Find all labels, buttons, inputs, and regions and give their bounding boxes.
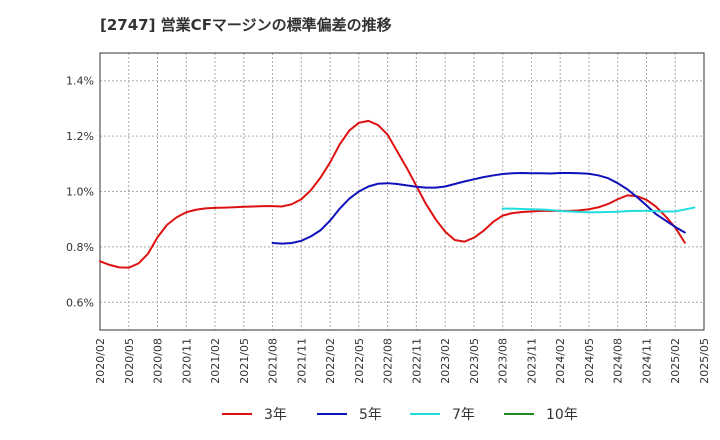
x-tick-label: 2024/11 xyxy=(640,338,653,384)
x-tick-label: 2020/11 xyxy=(180,338,193,384)
x-tick-label: 2020/02 xyxy=(94,338,107,384)
x-tick-label: 2022/05 xyxy=(353,338,366,384)
x-tick-label: 2022/08 xyxy=(382,338,395,384)
x-tick-label: 2024/05 xyxy=(583,338,596,384)
series-line-5年 xyxy=(271,171,686,245)
x-tick-label: 2023/05 xyxy=(468,338,481,384)
plot-frame xyxy=(99,52,705,331)
y-tick-label: 1.4% xyxy=(66,75,94,88)
grid-layer xyxy=(99,53,705,330)
x-tick-label: 2020/05 xyxy=(123,338,136,384)
series-line-7年 xyxy=(501,206,696,214)
x-tick-label: 2025/05 xyxy=(698,338,711,384)
legend-label-3年: 3年 xyxy=(264,407,287,423)
x-tick-label: 2023/11 xyxy=(525,338,538,384)
legend-label-7年: 7年 xyxy=(452,407,475,423)
x-tick-label: 2021/05 xyxy=(238,338,251,384)
x-tick-label: 2023/02 xyxy=(439,338,452,384)
legend: 3年 5年 7年 10年 xyxy=(222,407,578,423)
y-tick-label: 0.8% xyxy=(66,241,94,254)
x-tick-label: 2024/02 xyxy=(554,338,567,384)
y-tick-label: 1.0% xyxy=(66,186,94,199)
chart-title: [2747] 営業CFマージンの標準偏差の推移 xyxy=(100,16,392,34)
x-tick-label: 2022/02 xyxy=(324,338,337,384)
y-axis-ticks: 0.6% 0.8% 1.0% 1.2% 1.4% xyxy=(66,75,94,310)
series-line-3年 xyxy=(99,119,686,269)
legend-label-5年: 5年 xyxy=(359,407,382,423)
x-tick-label: 2024/08 xyxy=(612,338,625,384)
x-tick-label: 2022/11 xyxy=(410,338,423,384)
x-tick-label: 2021/08 xyxy=(267,338,280,384)
x-tick-label: 2020/08 xyxy=(152,338,165,384)
series-layer xyxy=(99,119,696,269)
x-tick-label: 2021/02 xyxy=(209,338,222,384)
x-tick-label: 2021/11 xyxy=(295,338,308,384)
x-axis-ticks: 2020/02 2020/05 2020/08 2020/11 2021/02 2021/… xyxy=(94,338,711,384)
y-tick-label: 0.6% xyxy=(66,296,94,309)
legend-label-10年: 10年 xyxy=(546,407,578,423)
y-tick-label: 1.2% xyxy=(66,130,94,143)
x-tick-label: 2023/08 xyxy=(497,338,510,384)
x-tick-label: 2025/02 xyxy=(669,338,682,384)
